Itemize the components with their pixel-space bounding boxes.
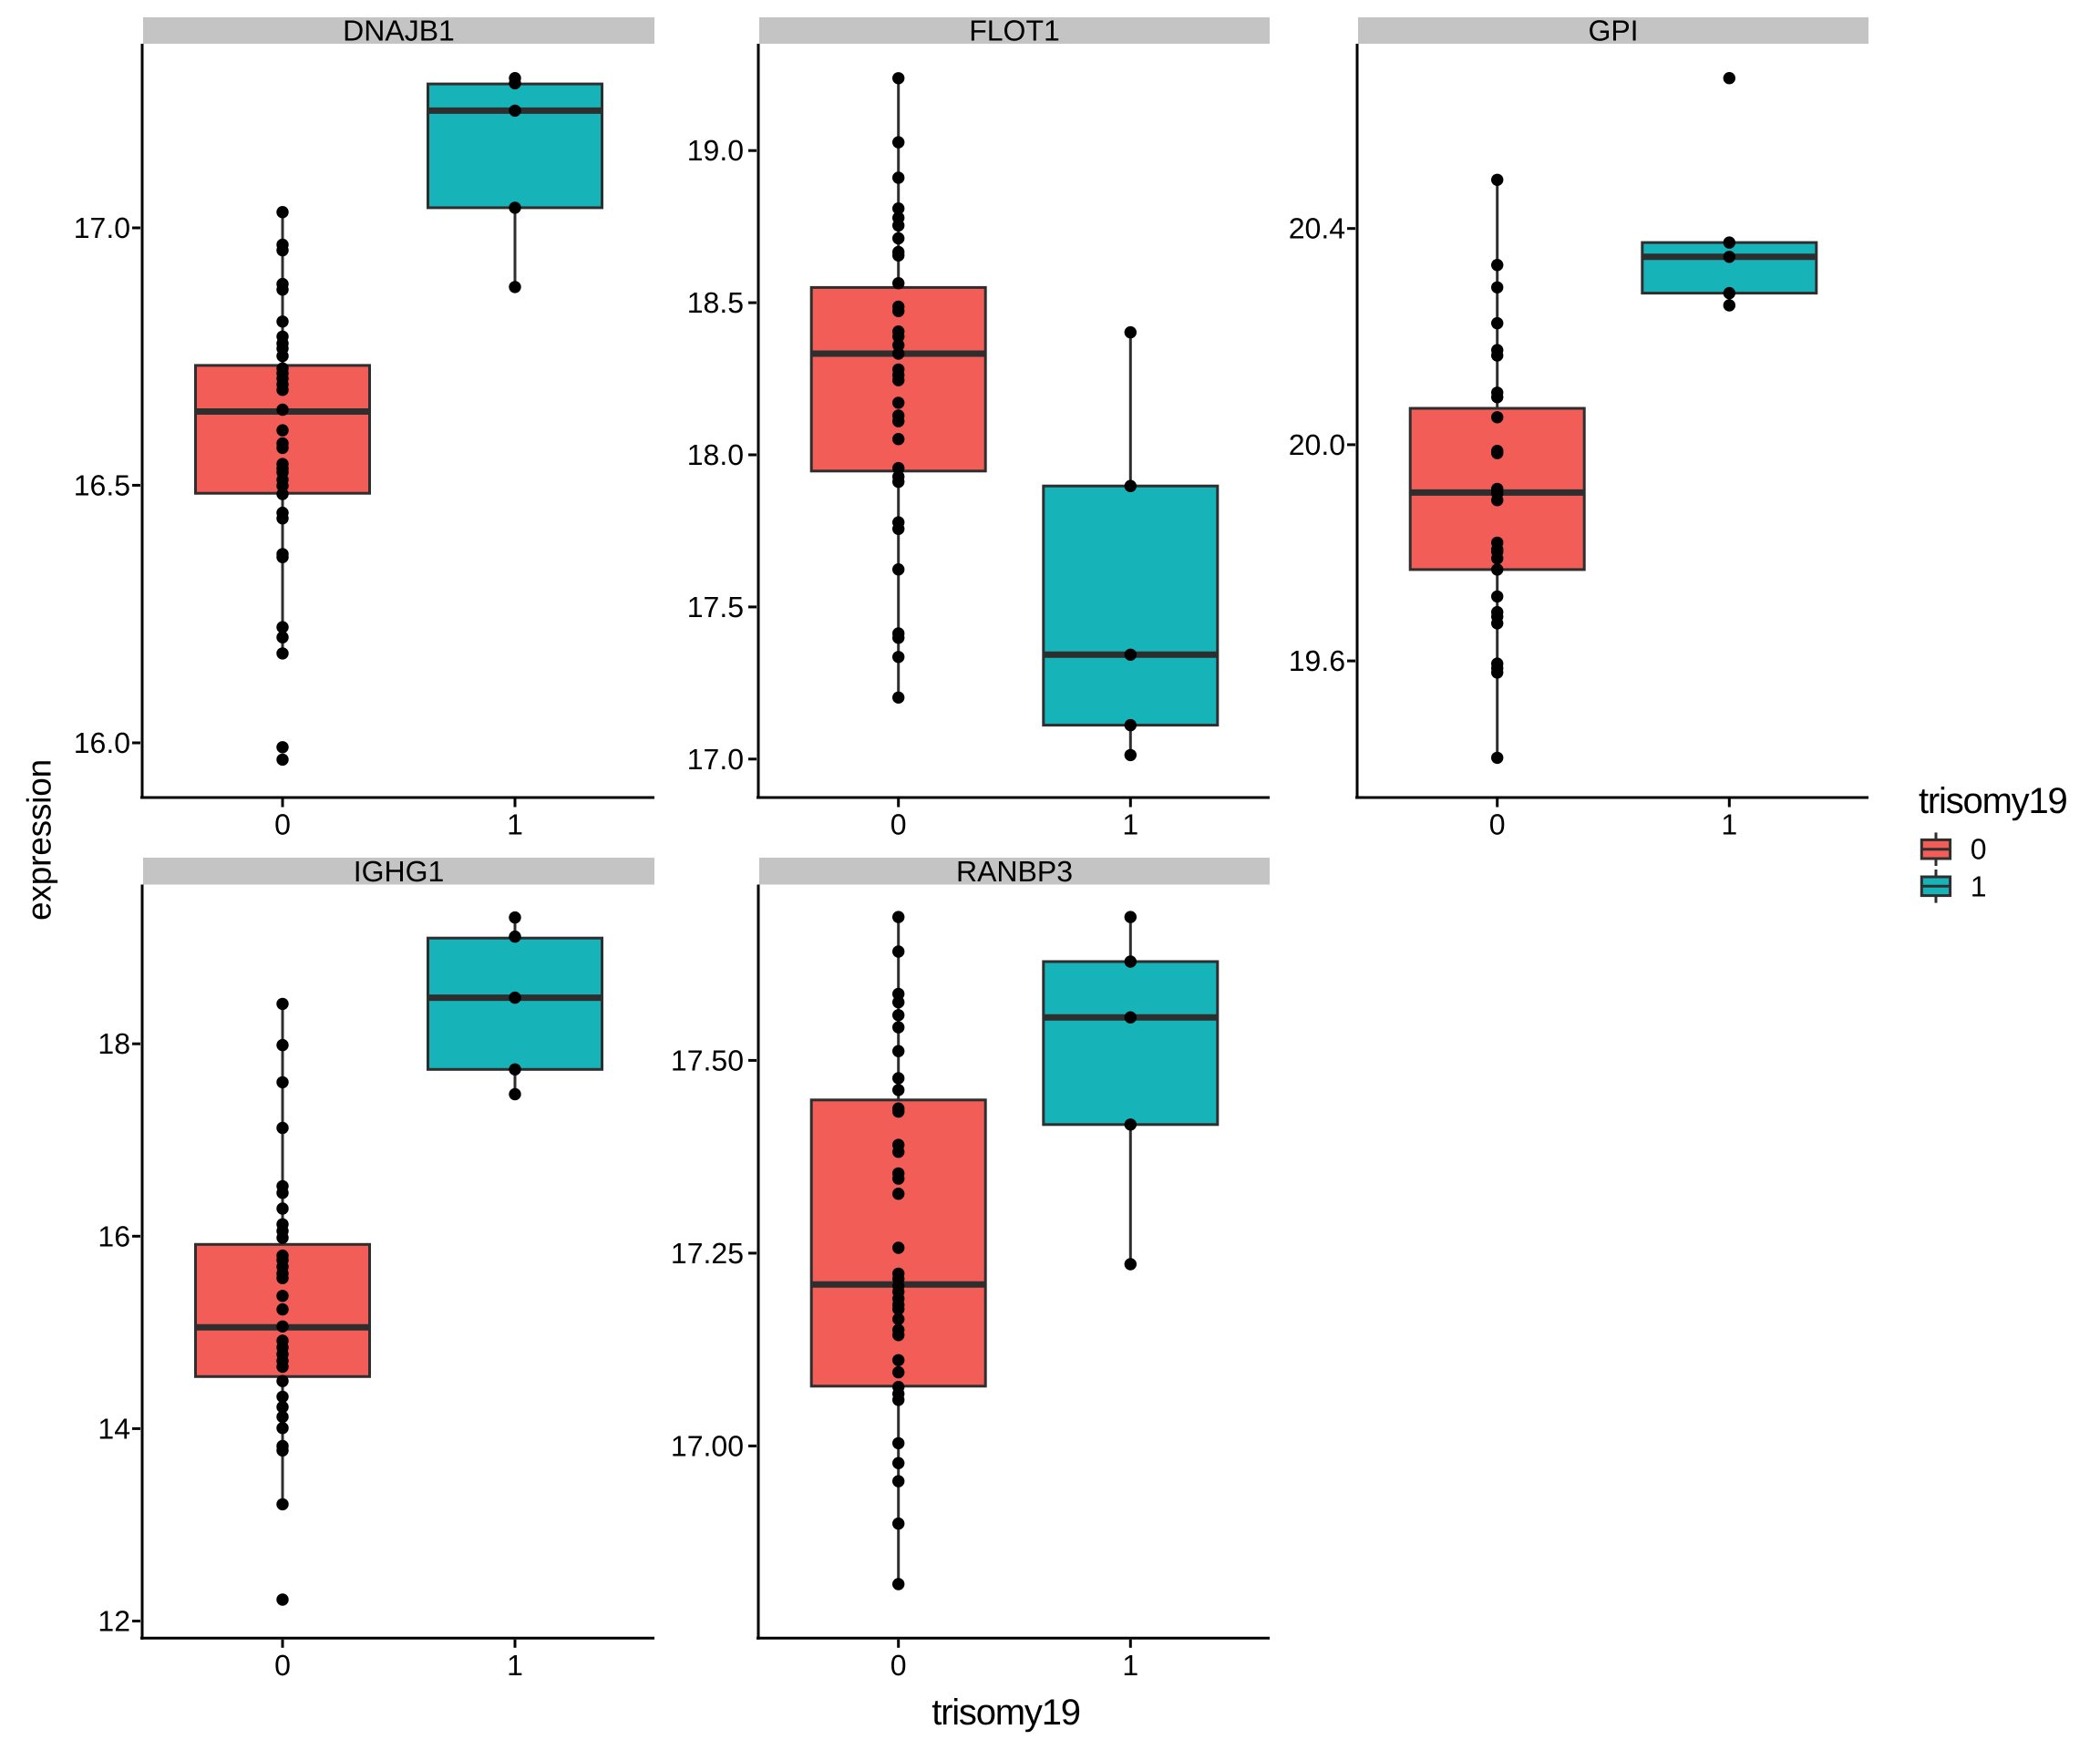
svg-text:0: 0 [274, 1649, 291, 1682]
svg-text:GPI: GPI [1588, 15, 1638, 47]
svg-text:17.0: 17.0 [687, 743, 744, 776]
svg-text:1: 1 [507, 808, 523, 841]
svg-text:17.25: 17.25 [671, 1237, 744, 1270]
svg-text:1: 1 [1971, 870, 1987, 902]
svg-text:16.5: 16.5 [74, 468, 130, 501]
svg-text:DNAJB1: DNAJB1 [343, 15, 455, 47]
svg-text:FLOT1: FLOT1 [969, 15, 1060, 47]
svg-text:trisomy19: trisomy19 [932, 1693, 1080, 1733]
svg-text:17.00: 17.00 [671, 1429, 744, 1462]
svg-text:19.0: 19.0 [687, 134, 744, 167]
svg-text:expression: expression [21, 759, 58, 921]
svg-text:14: 14 [98, 1412, 130, 1445]
svg-text:18.5: 18.5 [687, 286, 744, 319]
svg-text:1: 1 [1122, 808, 1138, 841]
svg-text:1: 1 [1721, 808, 1737, 841]
svg-text:18: 18 [98, 1027, 130, 1060]
svg-text:0: 0 [890, 1649, 907, 1682]
svg-text:0: 0 [1489, 808, 1506, 841]
svg-text:RANBP3: RANBP3 [956, 855, 1073, 888]
svg-text:19.6: 19.6 [1289, 644, 1345, 677]
svg-text:17.5: 17.5 [687, 591, 744, 623]
svg-text:0: 0 [274, 808, 291, 841]
svg-text:0: 0 [890, 808, 907, 841]
svg-text:1: 1 [1122, 1649, 1138, 1682]
svg-text:0: 0 [1971, 833, 1987, 866]
svg-text:17.0: 17.0 [74, 211, 130, 244]
svg-text:20.4: 20.4 [1289, 212, 1345, 245]
svg-text:trisomy19: trisomy19 [1919, 781, 2067, 821]
svg-text:18.0: 18.0 [687, 438, 744, 471]
svg-text:IGHG1: IGHG1 [354, 855, 445, 888]
svg-text:1: 1 [507, 1649, 523, 1682]
svg-text:16: 16 [98, 1220, 130, 1252]
svg-text:16.0: 16.0 [74, 726, 130, 759]
svg-text:12: 12 [98, 1605, 130, 1638]
svg-text:17.50: 17.50 [671, 1044, 744, 1076]
svg-text:20.0: 20.0 [1289, 428, 1345, 461]
